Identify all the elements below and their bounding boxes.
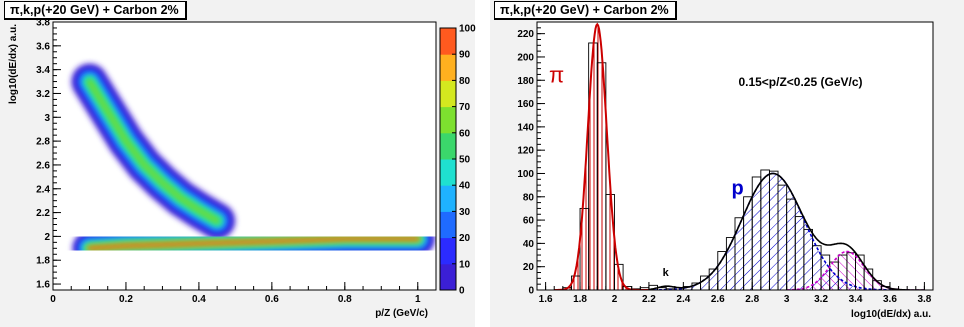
heatmap-x-tick-label: 0.8 xyxy=(338,294,352,305)
histogram-x-tick-label: 2.6 xyxy=(711,294,725,305)
histogram-y-tick-label: 0 xyxy=(528,286,534,297)
heatmap-x-tick-label: 1 xyxy=(415,294,421,305)
histogram-bar xyxy=(863,268,874,290)
heatmap-y-tick-label: 1.6 xyxy=(36,280,50,291)
histogram-y-tick-label: 100 xyxy=(517,169,534,180)
heatmap-cells xyxy=(71,63,435,266)
heatmap-y-tick-label: 1.8 xyxy=(36,256,50,267)
histogram-y-tick-label: 140 xyxy=(517,122,534,133)
total-fit-curve xyxy=(648,172,925,290)
right-title: π,k,p(+20 GeV) + Carbon 2% xyxy=(494,1,677,20)
pion-label: π xyxy=(549,63,564,88)
colorbar-tick-label: 50 xyxy=(459,155,471,166)
histogram-x-tick-label: 1.6 xyxy=(539,294,553,305)
colorbar-tick-label: 30 xyxy=(459,207,471,218)
colorbar-tick-label: 40 xyxy=(459,181,471,192)
histogram-y-tick-label: 160 xyxy=(517,99,534,110)
histogram-x-tick-label: 2.8 xyxy=(745,294,759,305)
histogram-y-tick-label: 80 xyxy=(523,192,535,203)
colorbar-tick-label: 80 xyxy=(459,76,471,87)
heatmap-y-tick-label: 2.8 xyxy=(36,137,50,148)
heatmap-y-tick-label: 2.4 xyxy=(36,184,50,195)
colorbar-tick-label: 10 xyxy=(459,259,471,270)
histogram-x-tick-label: 2.2 xyxy=(642,294,656,305)
colorbar-segment xyxy=(440,132,456,160)
proton-label: p xyxy=(732,177,744,199)
colorbar-segment xyxy=(440,54,456,81)
histogram-x-tick-label: 2 xyxy=(612,294,618,305)
colorbar-tick-label: 0 xyxy=(459,286,465,297)
colorbar-segment xyxy=(440,211,456,239)
histogram-x-tick-label: 3.8 xyxy=(917,294,931,305)
histogram-x-label: log10(dE/dx) a.u. xyxy=(851,309,931,320)
colorbar-segment xyxy=(440,28,456,55)
heatmap-y-tick-label: 3.6 xyxy=(36,41,50,52)
histogram-y-tick-label: 60 xyxy=(523,216,535,227)
heatmap-y-tick-label: 2 xyxy=(44,232,50,243)
kaon-label: k xyxy=(663,267,670,279)
extra-fill xyxy=(786,251,916,290)
heatmap-y-tick-label: 2.2 xyxy=(36,208,50,219)
histogram-x-tick-label: 3.6 xyxy=(883,294,897,305)
heatmap-y-tick-label: 3.4 xyxy=(36,65,50,76)
heatmap-x-tick-label: 0.2 xyxy=(119,294,133,305)
heatmap-y-tick-label: 2.6 xyxy=(36,160,50,171)
colorbar-tick-label: 70 xyxy=(459,102,471,113)
colorbar-segment xyxy=(440,106,456,134)
histogram-x-tick-label: 3.2 xyxy=(814,294,828,305)
histogram-x-tick-label: 3 xyxy=(784,294,790,305)
heatmap-frame xyxy=(52,21,437,291)
heatmap-x-tick-label: 0 xyxy=(50,294,56,305)
histogram-y-tick-label: 220 xyxy=(517,29,534,40)
colorbar-segment xyxy=(440,263,456,291)
heatmap-x-tick-label: 0.4 xyxy=(192,294,206,305)
proton-band-level-90 xyxy=(87,236,420,251)
heatmap-y-tick-label: 3.8 xyxy=(36,18,50,29)
colorbar-tick-label: 90 xyxy=(459,50,471,61)
histogram-y-tick-label: 120 xyxy=(517,146,534,157)
histogram-x-tick-label: 1.8 xyxy=(573,294,587,305)
histogram-y-tick-label: 200 xyxy=(517,52,534,63)
colorbar-tick-label: 60 xyxy=(459,128,471,139)
histogram-y-tick-label: 40 xyxy=(523,239,535,250)
momentum-range-label: 0.15<p/Z<0.25 (GeV/c) xyxy=(738,75,862,89)
colorbar-segment xyxy=(440,185,456,212)
histogram-x-tick-label: 3.4 xyxy=(849,294,863,305)
heatmap-y-tick-label: 3.2 xyxy=(36,89,50,100)
histogram-x-tick-label: 2.4 xyxy=(676,294,690,305)
heatmap-y-label: log10(dE/dx) a.u. xyxy=(8,24,19,104)
histogram-y-tick-label: 20 xyxy=(523,262,535,273)
colorbar-segment xyxy=(440,159,456,186)
colorbar-segment xyxy=(440,237,456,265)
histogram-y-tick-label: 180 xyxy=(517,76,534,87)
heatmap-y-tick-label: 3 xyxy=(44,113,50,124)
colorbar-tick-label: 20 xyxy=(459,233,471,244)
colorbar-segment xyxy=(440,80,456,108)
colorbar-tick-label: 100 xyxy=(459,24,476,35)
heatmap-x-label: p/Z (GeV/c) xyxy=(375,308,428,319)
left-title: π,k,p(+20 GeV) + Carbon 2% xyxy=(4,1,187,20)
pion-band-level-65 xyxy=(87,79,220,223)
heatmap-x-tick-label: 0.6 xyxy=(265,294,279,305)
